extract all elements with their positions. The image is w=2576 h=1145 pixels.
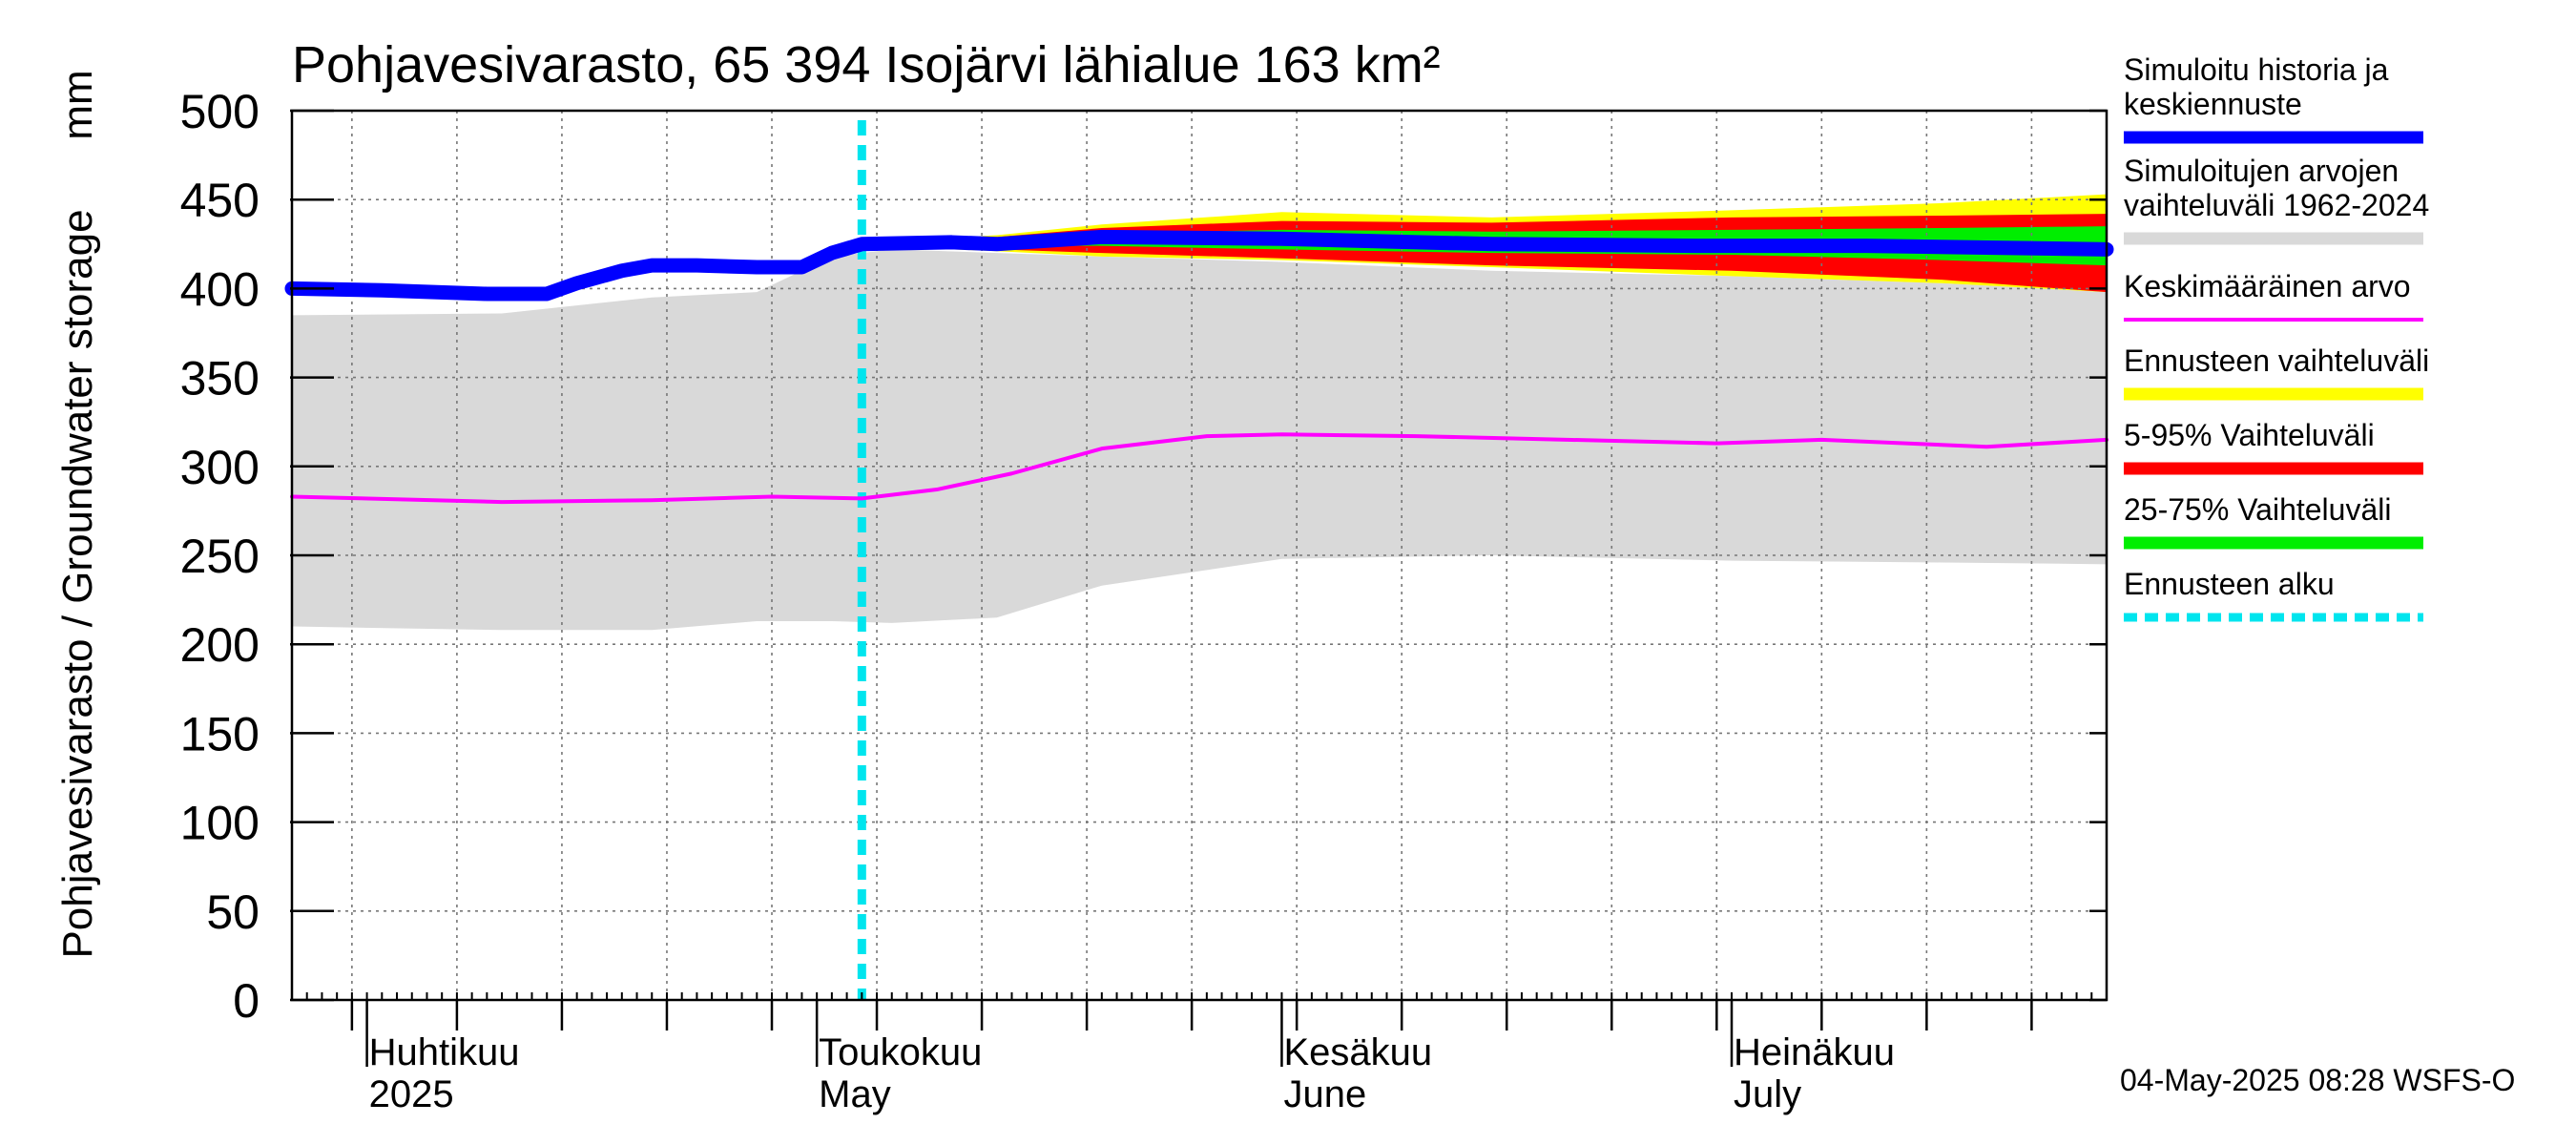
x-month-label-hein-kuu: Heinäkuu <box>1734 1031 1895 1073</box>
legend-label-simuloitu-historia-ja-1: keskiennuste <box>2124 87 2302 121</box>
grid-layer <box>292 111 2107 1000</box>
x-month-sublabel-2025: 2025 <box>369 1073 454 1115</box>
x-month-label-huhtikuu: Huhtikuu <box>369 1031 520 1073</box>
x-month-sublabel-july: July <box>1734 1073 1801 1115</box>
y-tick-label-0: 0 <box>233 974 260 1028</box>
legend-label-keskim-r-inen-arvo-0: Keskimääräinen arvo <box>2124 269 2411 303</box>
x-month-label-kes-kuu: Kesäkuu <box>1283 1031 1432 1073</box>
y-tick-label-150: 150 <box>180 707 260 760</box>
legend-label-ennusteen-alku-0: Ennusteen alku <box>2124 567 2335 601</box>
legend-label-25-75-vaihteluv-li-0: 25-75% Vaihteluväli <box>2124 492 2391 527</box>
legend-item-5-95-vaihteluv-li: 5-95% Vaihteluväli <box>2124 418 2423 475</box>
legend-item-ennusteen-alku: Ennusteen alku <box>2124 567 2423 622</box>
series-simuloitu-historia-ja-keskiennuste <box>284 229 2114 302</box>
x-month-sublabel-june: June <box>1283 1073 1366 1115</box>
legend-label-simuloitu-historia-ja-0: Simuloitu historia ja <box>2124 52 2389 87</box>
y-tick-label-250: 250 <box>180 530 260 583</box>
legend-label-simuloitujen-arvojen-0: Simuloitujen arvojen <box>2124 154 2399 188</box>
legend-label-ennusteen-vaihteluv-li-0: Ennusteen vaihteluväli <box>2124 344 2429 378</box>
series-keskim-r-inen-arvo <box>290 432 2109 505</box>
legend-item-25-75-vaihteluv-li: 25-75% Vaihteluväli <box>2124 492 2423 550</box>
y-tick-label-50: 50 <box>206 885 260 939</box>
axes-layer: 0 50 100 150 200 250 300 350 400 450 500 Huhtikuu20… <box>180 85 2109 1115</box>
legend-item-ennusteen-vaihteluv-li: Ennusteen vaihteluväli <box>2124 344 2429 401</box>
x-month-sublabel-may: May <box>819 1073 891 1115</box>
legend: Simuloitu historia jakeskiennusteSimuloi… <box>2124 52 2429 622</box>
y-axis-unit: mm <box>54 70 101 139</box>
band-simuloitujen-arvojen-vaihteluv-li-1962-2024 <box>292 249 2107 631</box>
y-tick-label-500: 500 <box>180 85 260 138</box>
y-tick-label-200: 200 <box>180 618 260 672</box>
legend-label-simuloitujen-arvojen-1: vaihteluväli 1962-2024 <box>2124 188 2429 222</box>
series-layer <box>284 120 2114 1000</box>
timestamp-footer: 04-May-2025 08:28 WSFS-O <box>2120 1063 2515 1097</box>
legend-label-5-95-vaihteluv-li-0: 5-95% Vaihteluväli <box>2124 418 2375 452</box>
y-axis-label: Pohjavesivarasto / Groundwater storage <box>54 209 101 958</box>
y-tick-label-350: 350 <box>180 352 260 406</box>
x-month-label-toukokuu: Toukokuu <box>819 1031 982 1073</box>
y-tick-label-450: 450 <box>180 174 260 227</box>
y-tick-label-400: 400 <box>180 262 260 316</box>
legend-item-keskim-r-inen-arvo: Keskimääräinen arvo <box>2124 269 2423 322</box>
chart-title: Pohjavesivarasto, 65 394 Isojärvi lähial… <box>292 36 1441 94</box>
y-tick-label-100: 100 <box>180 797 260 850</box>
bands-layer <box>292 194 2108 631</box>
y-tick-label-300: 300 <box>180 441 260 494</box>
